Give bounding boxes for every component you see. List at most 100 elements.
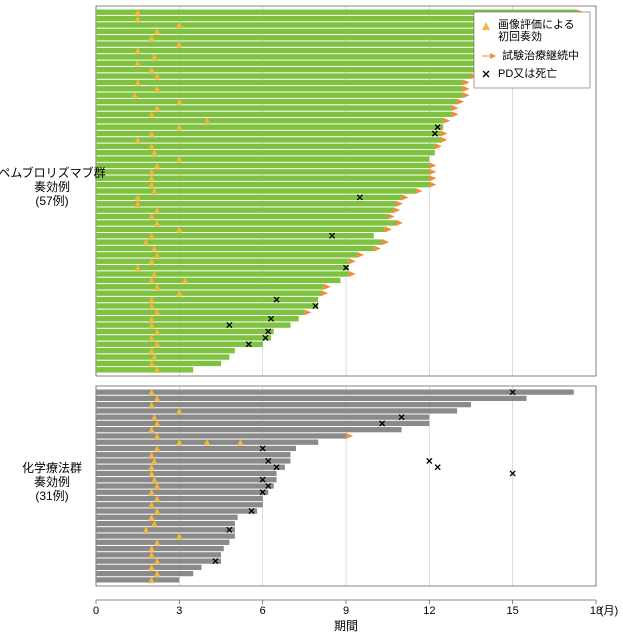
group-label: ペムブロリズマブ群 [0,165,106,180]
arrow-marker [324,284,331,290]
bar [96,176,429,181]
arrow-marker [429,175,436,181]
bar [96,361,221,366]
bar [96,80,463,85]
bar [96,348,235,353]
svg-text:6: 6 [260,605,266,617]
arrow-marker [435,143,442,149]
bar [96,207,393,212]
bar [96,131,440,136]
bar [96,527,235,532]
bar [96,54,507,59]
arrow-marker [374,245,381,251]
arrow-marker [440,137,447,143]
arrow-marker [402,194,409,200]
group-label: (31例) [35,489,68,503]
arrow-marker [452,105,459,111]
arrow-marker [429,162,436,168]
bar [96,496,263,501]
bar [96,195,402,200]
bar [96,533,235,538]
bar [96,335,271,340]
bar [96,124,443,129]
arrow-marker [463,79,470,85]
arrow-marker [440,131,447,137]
bar [96,61,496,66]
bar [96,297,318,302]
arrow-marker [393,207,400,213]
svg-text:(月): (月) [600,605,618,617]
bar [96,427,402,432]
arrow-marker [382,239,389,245]
bar [96,433,346,438]
arrow-marker [346,433,353,439]
bar [96,342,263,347]
bar [96,99,457,104]
bar [96,303,318,308]
bar [96,290,321,295]
bar [96,118,443,123]
arrow-marker [429,182,436,188]
bar [96,546,224,551]
bar [96,521,235,526]
bar [96,354,229,359]
bar [96,408,457,413]
bar [96,259,349,264]
bar [96,220,396,225]
arrow-marker [457,99,464,105]
arrow-marker [396,220,403,226]
group-label: 化学療法群 [22,460,82,475]
arrow-marker [452,111,459,117]
bar [96,252,357,257]
svg-text:画像評価による: 画像評価による [498,17,575,31]
bar [96,508,257,513]
bar [96,144,435,149]
svg-text:15: 15 [507,605,519,617]
bar [96,310,304,315]
bar [96,502,263,507]
bar [96,188,415,193]
bar [96,421,429,426]
arrow-marker [385,226,392,232]
bar [96,265,349,270]
arrow-marker [349,258,356,264]
group-label: 奏効例 [34,474,70,489]
bar [96,93,463,98]
bar [96,156,429,161]
bar [96,239,382,244]
arrow-marker [304,309,311,315]
arrow-marker [443,118,450,124]
bar [96,515,238,520]
bar [96,214,388,219]
bar [96,150,435,155]
bar [96,490,268,495]
bar [96,86,463,91]
group-label: (57例) [35,194,68,208]
bar [96,227,385,232]
svg-text:12: 12 [423,605,435,617]
svg-text:試験治療継続中: 試験治療継続中 [502,48,579,62]
arrow-marker [415,188,422,194]
bar [96,169,429,174]
svg-text:初回奏効: 初回奏効 [498,29,542,43]
arrow-marker [396,201,403,207]
bar [96,396,527,401]
bar [96,163,429,168]
svg-text:0: 0 [93,605,99,617]
bar [96,278,340,283]
svg-text:3: 3 [176,605,182,617]
swimmer-plot: 0369121518(月)期間ペムブロリズマブ群奏効例(57例)化学療法群奏効例… [0,0,623,637]
bar [96,571,193,576]
bar [96,465,285,470]
bar [96,483,274,488]
bar [96,367,193,372]
svg-text:PD又は死亡: PD又は死亡 [498,66,557,80]
bar [96,271,349,276]
arrow-marker [429,169,436,175]
bar [96,105,452,110]
bar [96,329,274,334]
arrow-marker [388,214,395,220]
svg-text:9: 9 [343,605,349,617]
bar [96,452,290,457]
bar [96,246,374,251]
